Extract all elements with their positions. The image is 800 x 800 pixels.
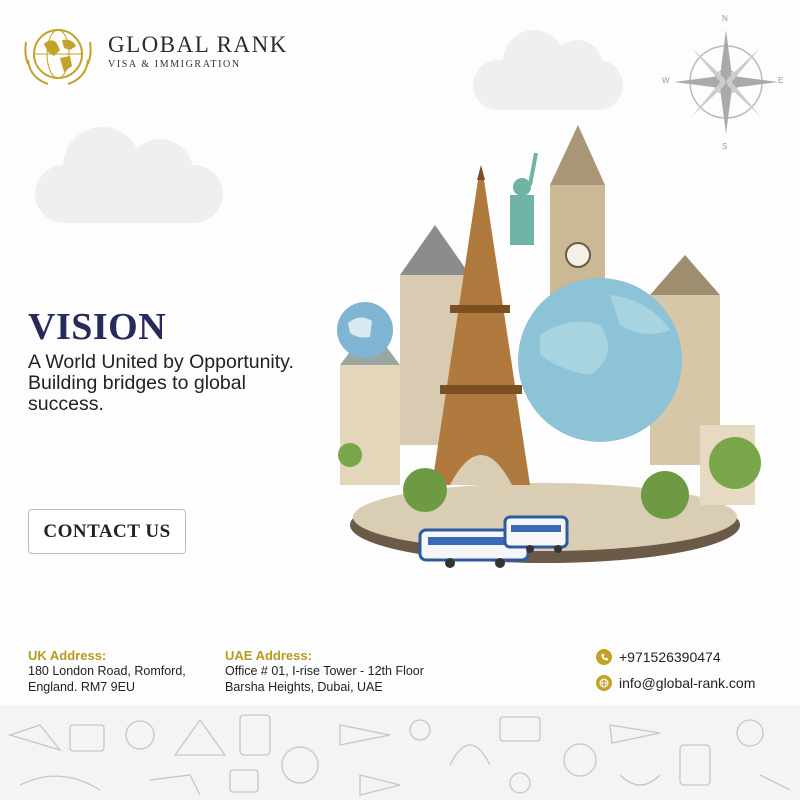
brand-tagline: VISA & IMMIGRATION [108, 59, 241, 70]
cloud-top [473, 30, 623, 110]
email-contact[interactable]: info@global-rank.com [596, 675, 755, 691]
compass-rose: N S W E [662, 12, 784, 152]
uae-address-line1: Office # 01, I-rise Tower - 12th Floor [225, 664, 424, 678]
uk-address-line1: 180 London Road, Romford, [28, 664, 186, 678]
uk-address-label: UK Address: [28, 648, 107, 663]
phone-icon [596, 649, 612, 665]
cloud-left [35, 127, 223, 223]
email-address[interactable]: info@global-rank.com [619, 675, 756, 691]
logo-emblem [20, 20, 96, 90]
compass-n: N [722, 14, 728, 23]
contact-us-button[interactable]: CONTACT US [28, 509, 186, 554]
logo-text: GLOBAL RANK VISA & IMMIGRATION [108, 32, 288, 70]
uae-address-label: UAE Address: [225, 648, 312, 663]
compass-w: W [662, 76, 670, 85]
globe-icon [596, 675, 612, 691]
uk-address-block: UK Address: 180 London Road, Romford, En… [28, 648, 186, 695]
uae-address-block: UAE Address: Office # 01, I-rise Tower -… [225, 648, 424, 695]
travel-doodle-pattern [0, 705, 800, 800]
brand-name: GLOBAL RANK [108, 32, 288, 57]
vision-description: A World United by Opportunity. Building … [28, 351, 294, 415]
compass-s: S [722, 142, 728, 151]
uk-address-line2: England. RM7 9EU [28, 680, 136, 694]
uae-address-line2: Barsha Heights, Dubai, UAE [225, 680, 383, 694]
world-landmarks-illustration [300, 125, 780, 575]
phone-contact[interactable]: +971526390474 [596, 649, 721, 665]
vision-title: VISION [28, 306, 167, 348]
phone-number[interactable]: +971526390474 [619, 649, 721, 665]
compass-e: E [778, 76, 784, 85]
